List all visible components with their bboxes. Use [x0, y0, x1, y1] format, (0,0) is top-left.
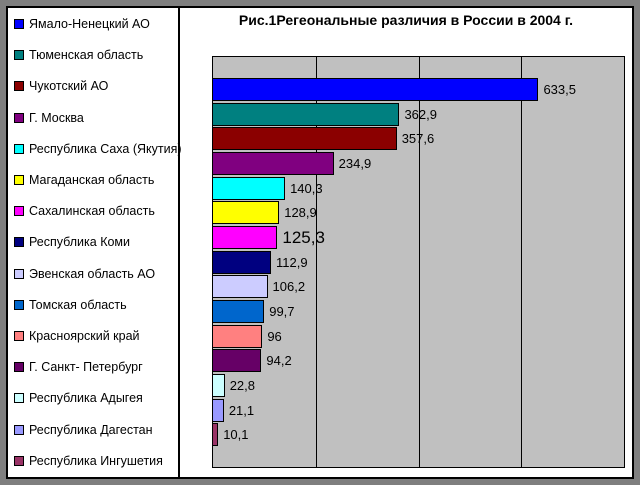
legend-label: Эвенская область АО	[29, 266, 156, 281]
legend-item: Г. Москва	[14, 111, 176, 125]
legend-item: Эвенская область АО	[14, 267, 176, 281]
legend-swatch-icon	[14, 50, 24, 61]
legend-swatch-icon	[14, 237, 24, 248]
legend-label: Республика Коми	[29, 235, 131, 250]
legend-item: Г. Санкт- Петербург	[14, 360, 176, 374]
bar	[213, 102, 400, 126]
chart-area: Рис.1Регеональные различия в России в 20…	[180, 8, 632, 477]
legend-swatch-icon	[14, 393, 24, 404]
bar-value-label: 94,2	[266, 353, 292, 369]
legend-item: Республика Саха (Якутия)	[14, 142, 182, 156]
legend-label: Республика Ингушетия	[29, 453, 163, 468]
bar	[213, 250, 271, 274]
bar-value-label: 362,9	[404, 106, 437, 122]
bar-value-label: 357,6	[401, 131, 435, 147]
legend-label: Тюменская область	[29, 48, 144, 63]
legend-swatch-icon	[14, 112, 24, 123]
bar	[213, 299, 265, 323]
bar	[213, 176, 286, 200]
legend-item: Красноярский край	[14, 329, 176, 343]
bar-value-label: 10,1	[223, 427, 249, 443]
legend-item: Томская область	[14, 298, 176, 312]
legend-item: Республика Адыгея	[14, 391, 176, 405]
bar	[213, 349, 262, 373]
legend-label: Сахалинская область	[29, 204, 155, 219]
bar-value-label: 22,8	[229, 377, 256, 393]
legend-item: Республика Дагестан	[14, 423, 176, 437]
legend-item: Тюменская область	[14, 48, 176, 62]
chart-legend: Ямало-Ненецкий АО Тюменская область Чукотс…	[8, 8, 182, 477]
legend-swatch-icon	[14, 268, 24, 279]
legend-swatch-icon	[14, 81, 24, 92]
legend-item: Чукотский АО	[14, 79, 176, 93]
legend-swatch-icon	[14, 299, 24, 310]
bar-value-label: 106,2	[272, 279, 306, 295]
chart-title: Рис.1Регеональные различия в России в 20…	[238, 12, 574, 28]
legend-swatch-icon	[14, 143, 24, 154]
legend-item: Магаданская область	[14, 173, 176, 187]
bar-value-label: 21,1	[228, 402, 255, 418]
legend-label: Томская область	[29, 297, 127, 312]
bar	[213, 127, 397, 151]
bar-value-label: 112,9	[276, 254, 308, 270]
legend-label: Г. Москва	[29, 110, 84, 125]
legend-item: Ямало-Ненецкий АО	[14, 17, 176, 31]
legend-label: Республика Адыгея	[29, 391, 143, 406]
legend-item: Республика Коми	[14, 235, 176, 249]
bar	[213, 77, 539, 101]
bar-value-label: 96	[267, 328, 282, 344]
legend-item: Сахалинская область	[14, 204, 176, 218]
bar	[213, 225, 278, 249]
gridline	[315, 57, 317, 467]
legend-swatch-icon	[14, 362, 24, 373]
bar-value-label: 128,9	[284, 205, 317, 221]
legend-swatch-icon	[14, 175, 24, 186]
bar	[213, 324, 263, 348]
legend-label: Республика Дагестан	[29, 422, 153, 437]
legend-label: Чукотский АО	[29, 79, 109, 94]
bar	[213, 398, 224, 422]
legend-swatch-icon	[14, 455, 24, 466]
legend-label: Г. Санкт- Петербург	[29, 360, 143, 375]
gridline	[521, 57, 523, 467]
bar	[213, 151, 334, 175]
legend-label: Ямало-Ненецкий АО	[29, 17, 150, 31]
bar	[213, 275, 268, 299]
bar	[213, 201, 280, 225]
legend-label: Республика Саха (Якутия)	[29, 141, 182, 156]
gridline	[418, 57, 420, 467]
bar-value-label: 234,9	[338, 155, 372, 171]
chart-canvas: Ямало-Ненецкий АО Тюменская область Чукотс…	[6, 6, 634, 479]
bar-value-label: 99,7	[269, 303, 295, 319]
legend-swatch-icon	[14, 19, 24, 29]
bar-value-label: 140,3	[290, 180, 323, 196]
legend-label: Магаданская область	[29, 173, 155, 188]
bar-value-label: 125,3	[282, 227, 325, 247]
legend-swatch-icon	[14, 424, 24, 435]
bar	[213, 373, 225, 397]
plot-area: 633,5 362,9 357,6 234,9 140,3 128,9 125,3 112,9…	[212, 56, 625, 468]
legend-swatch-icon	[14, 331, 24, 342]
bar-value-label: 633,5	[543, 81, 576, 97]
bar	[213, 423, 219, 447]
legend-label: Красноярский край	[29, 329, 140, 344]
legend-swatch-icon	[14, 206, 24, 217]
legend-item: Республика Ингушетия	[14, 454, 176, 468]
